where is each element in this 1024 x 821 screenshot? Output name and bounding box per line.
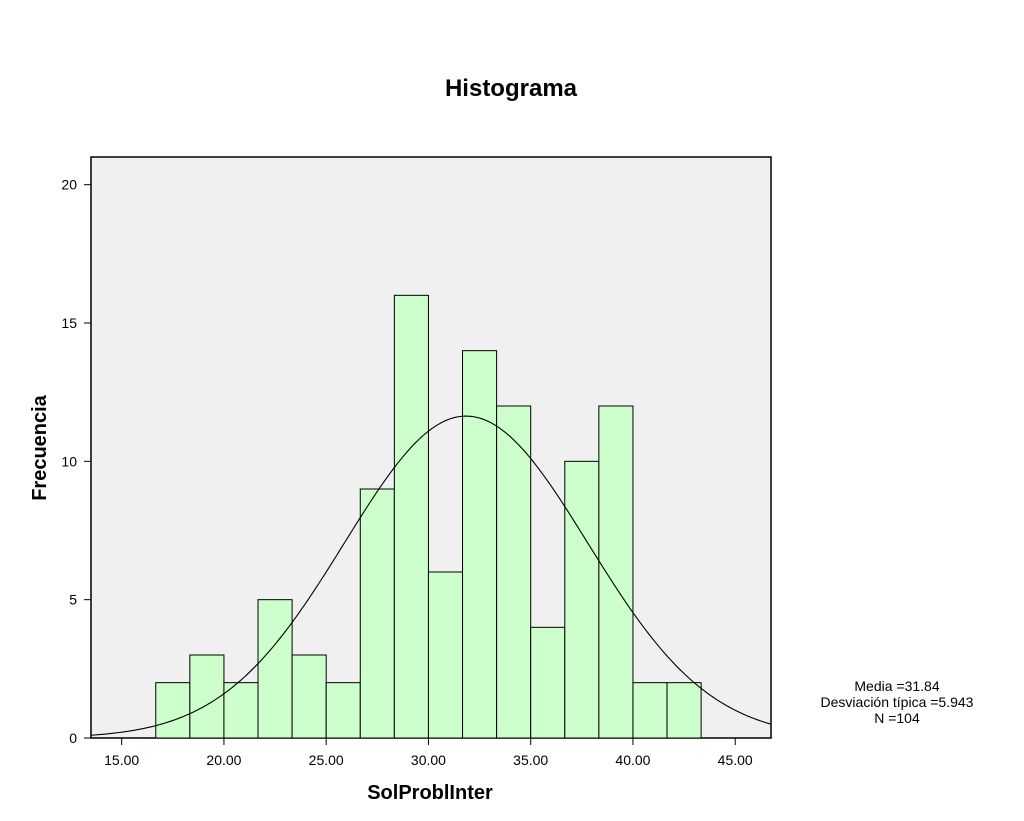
y-tick-label: 5 <box>69 592 77 608</box>
histogram-bar <box>564 460 600 739</box>
x-tick-label: 35.00 <box>513 752 548 768</box>
histogram-bar <box>257 599 293 739</box>
x-tick-label: 40.00 <box>615 752 650 768</box>
histogram-bar <box>666 682 702 739</box>
x-tick-label: 20.00 <box>206 752 241 768</box>
histogram-bar <box>393 294 429 739</box>
y-tick-label: 15 <box>61 315 77 331</box>
histogram-bar <box>462 350 498 739</box>
histogram-bar <box>325 682 361 739</box>
y-axis-label: Frecuencia <box>29 394 51 500</box>
histogram-bar <box>598 405 634 739</box>
stats-n: N =104 <box>874 710 920 726</box>
histogram-bar <box>632 682 668 739</box>
x-axis-label: SolProblInter <box>367 782 493 804</box>
y-tick-label: 20 <box>61 177 77 193</box>
x-tick-label: 25.00 <box>309 752 344 768</box>
stats-sd: Desviación típica =5.943 <box>821 694 974 710</box>
bars-layer <box>155 294 702 739</box>
histogram-bar <box>189 654 225 739</box>
histogram-bar <box>291 654 327 739</box>
chart-title: Histograma <box>445 75 578 102</box>
histogram-bar <box>359 488 395 739</box>
normal-curve <box>90 415 772 736</box>
axes-layer: 0 5 10 15 20 15.00 20.00 25.00 30.00 35.00 40.00 45… <box>61 177 753 768</box>
histogram-bar <box>496 405 532 739</box>
y-tick-label: 10 <box>61 453 77 469</box>
histogram-bar <box>155 682 191 739</box>
x-tick-label: 15.00 <box>104 752 139 768</box>
x-tick-label: 30.00 <box>411 752 446 768</box>
y-tick-label: 0 <box>69 730 77 746</box>
x-tick-label: 45.00 <box>718 752 753 768</box>
histogram-bar <box>530 626 566 739</box>
stats-mean: Media =31.84 <box>854 678 939 694</box>
histogram-bar <box>223 682 259 739</box>
histogram-bar <box>427 571 464 739</box>
